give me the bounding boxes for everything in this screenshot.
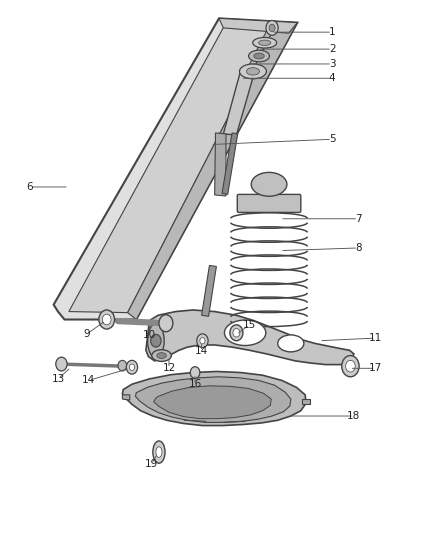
Polygon shape [69, 23, 276, 313]
Ellipse shape [251, 172, 287, 196]
Text: 13: 13 [51, 374, 64, 384]
Ellipse shape [240, 64, 266, 79]
Polygon shape [127, 22, 297, 319]
Circle shape [56, 357, 67, 371]
Ellipse shape [224, 320, 266, 345]
Circle shape [126, 360, 138, 374]
Circle shape [269, 24, 275, 31]
Text: 6: 6 [26, 182, 33, 192]
Polygon shape [215, 133, 226, 196]
Polygon shape [302, 399, 310, 405]
Polygon shape [135, 377, 291, 422]
Circle shape [129, 364, 134, 370]
Ellipse shape [152, 350, 171, 361]
Circle shape [99, 310, 115, 329]
Text: 15: 15 [243, 320, 256, 330]
Text: 11: 11 [369, 333, 382, 343]
Polygon shape [222, 133, 238, 195]
Polygon shape [122, 372, 306, 425]
Ellipse shape [153, 441, 165, 463]
Text: 3: 3 [329, 59, 336, 69]
Circle shape [233, 328, 240, 337]
Polygon shape [244, 23, 276, 75]
Polygon shape [146, 310, 354, 365]
Text: 10: 10 [143, 330, 156, 341]
Text: 4: 4 [329, 73, 336, 83]
Circle shape [266, 20, 278, 35]
Ellipse shape [278, 335, 304, 352]
Ellipse shape [247, 68, 259, 75]
Circle shape [346, 360, 355, 372]
Ellipse shape [156, 447, 162, 457]
Text: 14: 14 [82, 375, 95, 385]
Text: 9: 9 [83, 329, 89, 340]
FancyBboxPatch shape [237, 195, 301, 213]
Ellipse shape [157, 353, 166, 359]
Circle shape [151, 334, 161, 347]
Circle shape [342, 356, 359, 377]
Circle shape [200, 337, 205, 344]
Polygon shape [223, 74, 254, 135]
Ellipse shape [254, 53, 264, 59]
Text: 17: 17 [369, 364, 382, 373]
Text: 12: 12 [162, 364, 176, 373]
Text: 18: 18 [347, 411, 360, 421]
Polygon shape [122, 395, 130, 400]
Polygon shape [154, 386, 271, 419]
Text: 7: 7 [355, 214, 362, 224]
Polygon shape [201, 265, 216, 317]
Circle shape [102, 314, 111, 325]
Polygon shape [53, 18, 297, 319]
Text: 8: 8 [355, 243, 362, 253]
Circle shape [159, 315, 173, 332]
Circle shape [118, 360, 127, 371]
Text: 1: 1 [329, 27, 336, 37]
Circle shape [190, 367, 200, 378]
Circle shape [230, 325, 243, 341]
Ellipse shape [253, 37, 277, 48]
Text: 5: 5 [329, 134, 336, 144]
Ellipse shape [148, 324, 164, 358]
Text: 16: 16 [188, 379, 201, 389]
Polygon shape [219, 18, 297, 33]
Ellipse shape [249, 50, 269, 62]
Circle shape [197, 334, 208, 348]
Text: 19: 19 [145, 459, 158, 469]
Ellipse shape [258, 40, 271, 45]
Text: 14: 14 [195, 346, 208, 357]
Text: 2: 2 [329, 44, 336, 54]
